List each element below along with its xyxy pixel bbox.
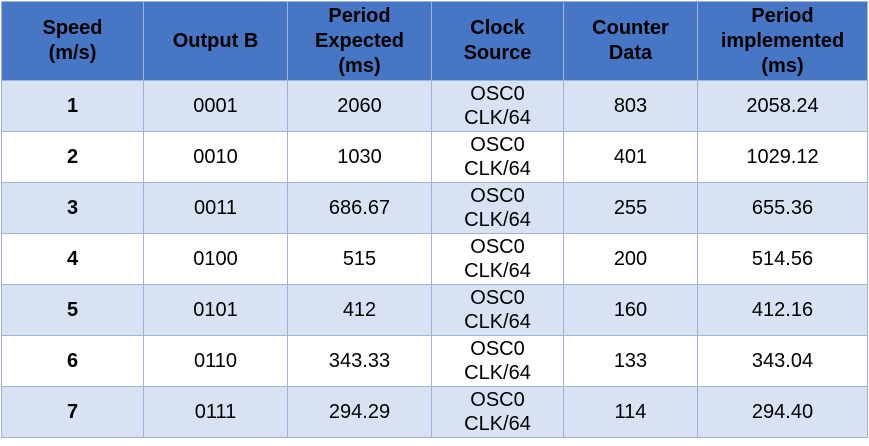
- table-row: 7 0111 294.29 OSC0 CLK/64 114 294.40: [1, 386, 868, 438]
- table-row: 5 0101 412 OSC0 CLK/64 160 412.16: [1, 284, 868, 336]
- cell-output-b: 0101: [143, 284, 288, 336]
- table-row: 6 0110 343.33 OSC0 CLK/64 133 343.04: [1, 335, 868, 387]
- cell-clock-source: OSC0 CLK/64: [431, 386, 564, 438]
- cell-counter-data: 160: [563, 284, 698, 336]
- cell-period-expected: 412: [287, 284, 432, 336]
- header-output-b: Output B: [143, 1, 288, 81]
- cell-clock-source: OSC0 CLK/64: [431, 335, 564, 387]
- cell-speed: 4: [1, 233, 144, 285]
- cell-period-expected: 1030: [287, 131, 432, 183]
- header-period-implemented: Period implemented (ms): [697, 1, 868, 81]
- cell-counter-data: 255: [563, 182, 698, 234]
- header-speed: Speed (m/s): [1, 1, 144, 81]
- cell-period-implemented: 412.16: [697, 284, 868, 336]
- cell-period-implemented: 343.04: [697, 335, 868, 387]
- header-clock-source: Clock Source: [431, 1, 564, 81]
- cell-counter-data: 114: [563, 386, 698, 438]
- cell-speed: 3: [1, 182, 144, 234]
- cell-clock-source: OSC0 CLK/64: [431, 80, 564, 132]
- table-row: 3 0011 686.67 OSC0 CLK/64 255 655.36: [1, 182, 868, 234]
- cell-period-implemented: 294.40: [697, 386, 868, 438]
- speed-period-table: Speed (m/s) Output B Period Expected (ms…: [1, 1, 868, 438]
- cell-counter-data: 200: [563, 233, 698, 285]
- header-period-expected: Period Expected (ms): [287, 1, 432, 81]
- cell-counter-data: 803: [563, 80, 698, 132]
- cell-period-implemented: 655.36: [697, 182, 868, 234]
- cell-speed: 2: [1, 131, 144, 183]
- cell-clock-source: OSC0 CLK/64: [431, 182, 564, 234]
- cell-period-expected: 294.29: [287, 386, 432, 438]
- cell-clock-source: OSC0 CLK/64: [431, 131, 564, 183]
- cell-speed: 1: [1, 80, 144, 132]
- cell-clock-source: OSC0 CLK/64: [431, 284, 564, 336]
- cell-speed: 6: [1, 335, 144, 387]
- cell-period-implemented: 2058.24: [697, 80, 868, 132]
- cell-period-expected: 2060: [287, 80, 432, 132]
- cell-clock-source: OSC0 CLK/64: [431, 233, 564, 285]
- cell-output-b: 0001: [143, 80, 288, 132]
- cell-period-implemented: 1029.12: [697, 131, 868, 183]
- table-row: 2 0010 1030 OSC0 CLK/64 401 1029.12: [1, 131, 868, 183]
- cell-period-implemented: 514.56: [697, 233, 868, 285]
- cell-speed: 5: [1, 284, 144, 336]
- speed-period-table-container: Speed (m/s) Output B Period Expected (ms…: [1, 1, 868, 438]
- cell-output-b: 0100: [143, 233, 288, 285]
- cell-period-expected: 515: [287, 233, 432, 285]
- cell-period-expected: 343.33: [287, 335, 432, 387]
- cell-counter-data: 133: [563, 335, 698, 387]
- cell-counter-data: 401: [563, 131, 698, 183]
- cell-period-expected: 686.67: [287, 182, 432, 234]
- cell-output-b: 0110: [143, 335, 288, 387]
- table-row: 4 0100 515 OSC0 CLK/64 200 514.56: [1, 233, 868, 285]
- cell-output-b: 0010: [143, 131, 288, 183]
- table-header-row: Speed (m/s) Output B Period Expected (ms…: [1, 1, 868, 81]
- cell-speed: 7: [1, 386, 144, 438]
- header-counter-data: Counter Data: [563, 1, 698, 81]
- cell-output-b: 0011: [143, 182, 288, 234]
- cell-output-b: 0111: [143, 386, 288, 438]
- table-row: 1 0001 2060 OSC0 CLK/64 803 2058.24: [1, 80, 868, 132]
